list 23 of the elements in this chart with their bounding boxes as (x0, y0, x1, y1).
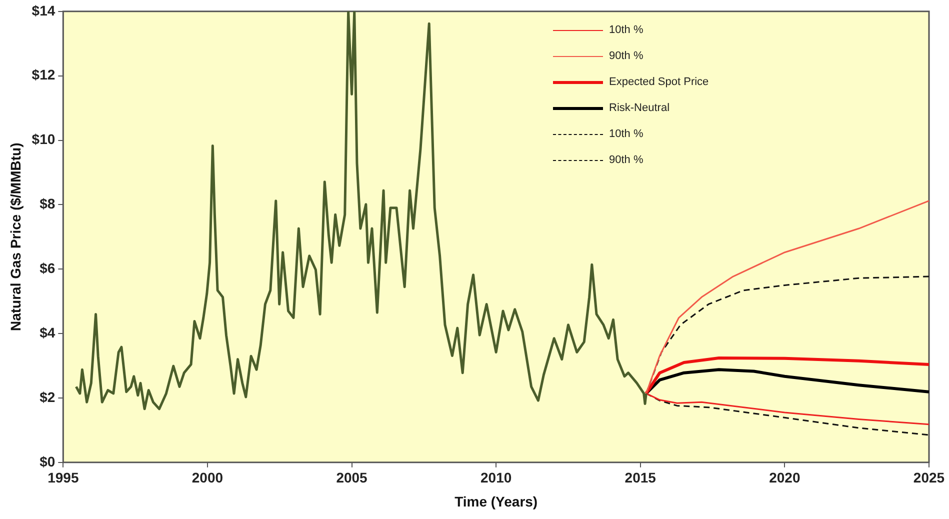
y-tick-label: $4 (40, 324, 56, 340)
legend-label: 90th % (609, 50, 644, 62)
legend-label: Expected Spot Price (609, 76, 709, 88)
x-axis-title: Time (Years) (454, 493, 538, 510)
y-tick-label: $0 (40, 453, 56, 470)
legend-label: 10th % (609, 128, 644, 140)
y-tick-label: $8 (40, 196, 56, 212)
legend-label: Risk-Neutral (609, 102, 670, 114)
y-tick-label: $14 (32, 2, 56, 18)
x-tick-label: 2020 (769, 470, 800, 486)
x-tick-label: 2005 (336, 470, 368, 486)
x-tick-label: 2015 (624, 470, 656, 486)
y-tick-label: $2 (40, 388, 56, 405)
x-tick-label: 2025 (913, 470, 945, 486)
x-tick-label: 2010 (480, 470, 512, 486)
x-tick-label: 1995 (48, 470, 79, 486)
y-tick-label: $10 (32, 131, 56, 148)
x-tick-label: 2000 (192, 470, 224, 486)
y-tick-label: $6 (40, 260, 56, 276)
y-tick-label: $12 (32, 66, 56, 83)
y-axis-title: Natural Gas Price ($/MMBtu) (7, 142, 24, 332)
legend-label: 90th % (609, 154, 644, 166)
legend-label: 10th % (609, 24, 644, 36)
